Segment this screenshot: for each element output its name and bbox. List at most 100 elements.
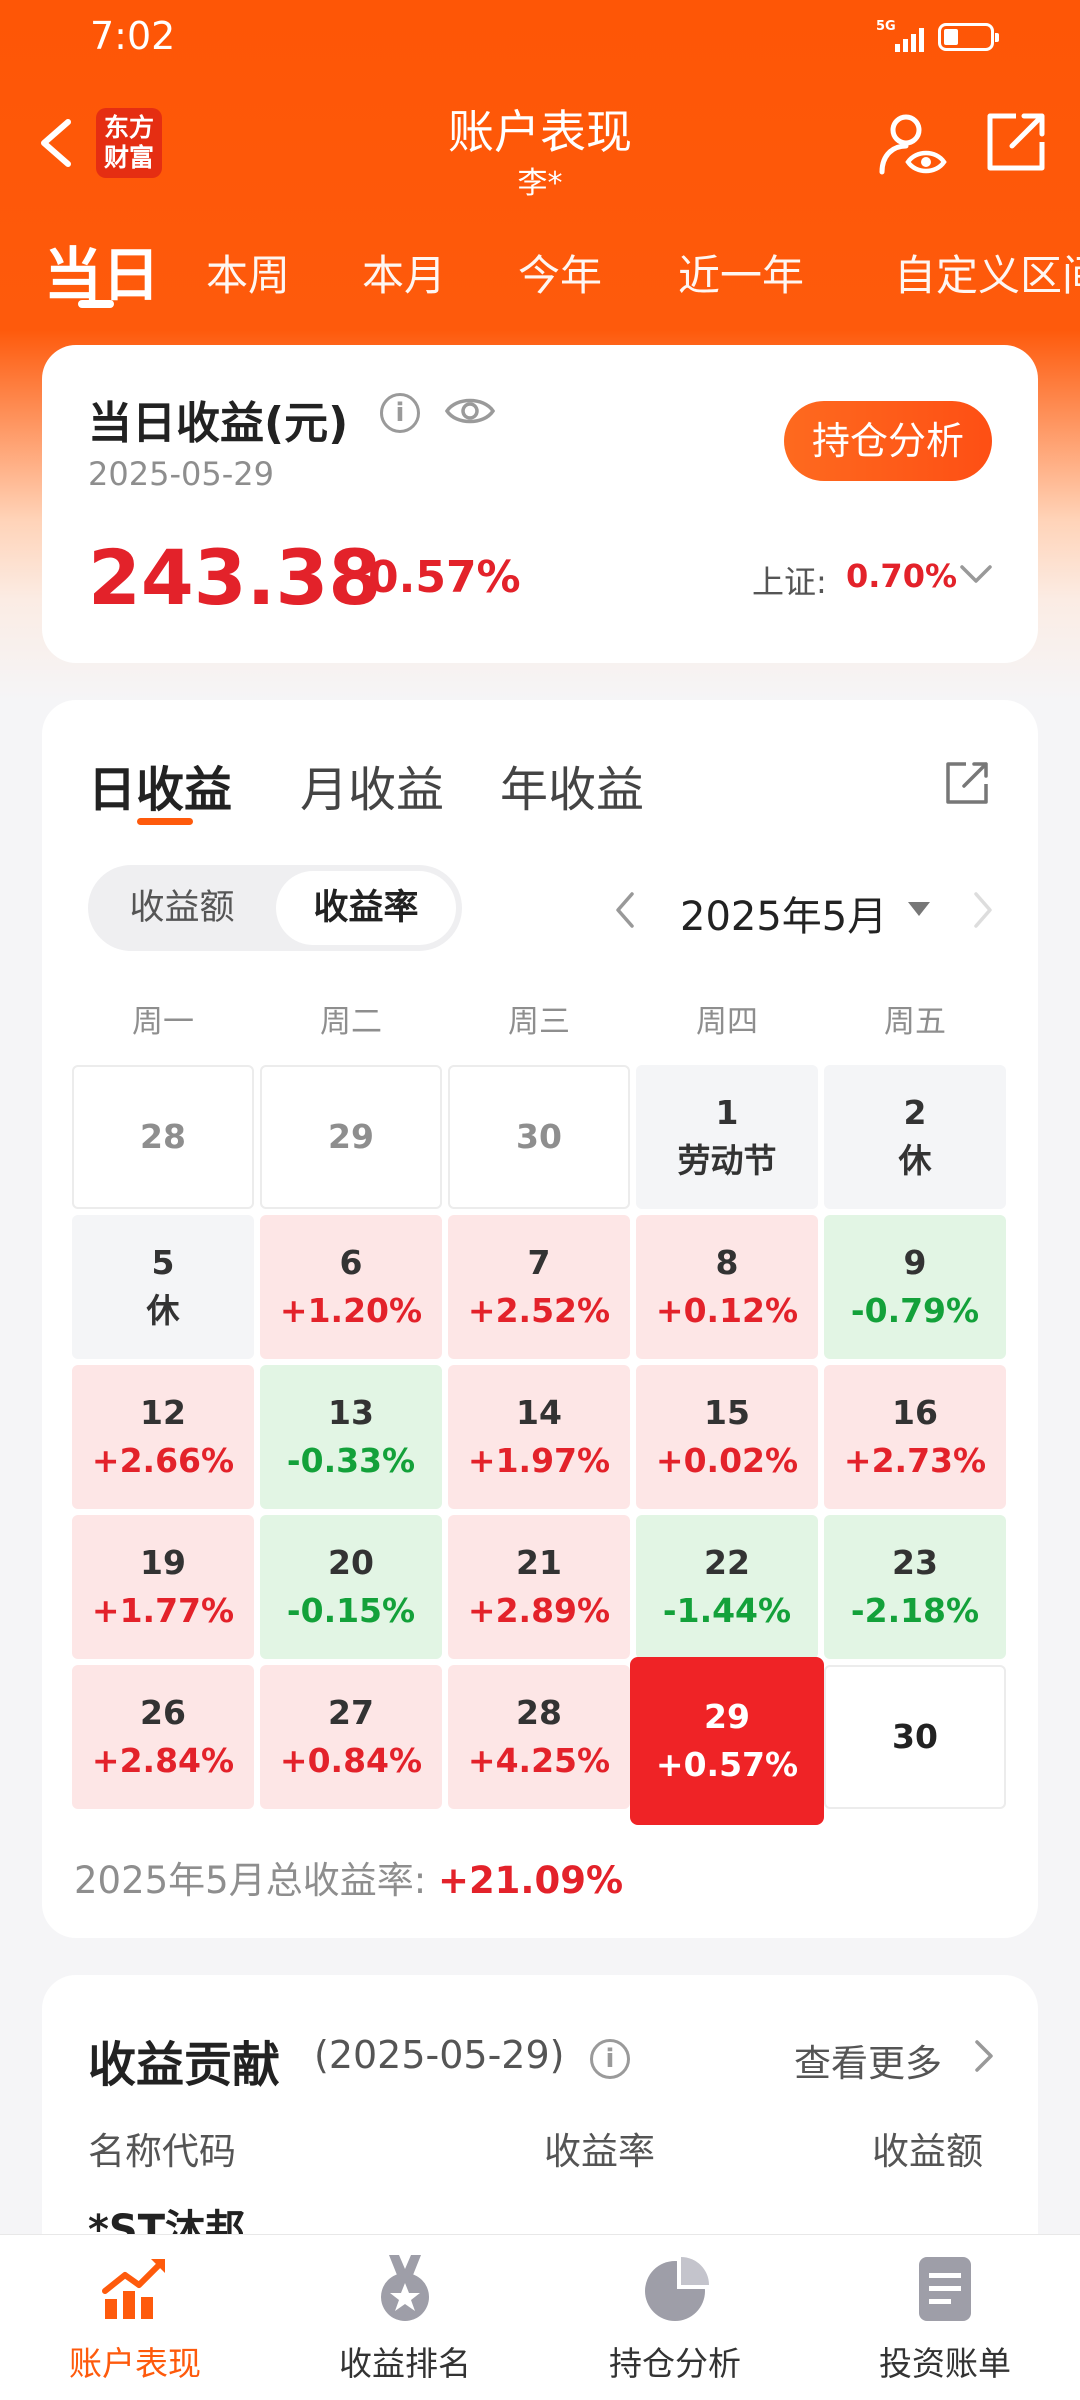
- user-privacy-icon[interactable]: [876, 108, 948, 180]
- calendar-day-cell[interactable]: 7 +2.52%: [448, 1215, 630, 1359]
- calendar-day-cell[interactable]: 14 +1.97%: [448, 1365, 630, 1509]
- calendar-day-cell[interactable]: 16 +2.73%: [824, 1365, 1006, 1509]
- daily-return-rate: -2.18%: [850, 1591, 980, 1630]
- toggle-rate[interactable]: 收益率: [276, 871, 456, 945]
- daily-return-rate: +2.73%: [843, 1441, 987, 1480]
- tab-this-week[interactable]: 本周: [206, 251, 291, 300]
- info-icon[interactable]: i: [590, 2039, 630, 2079]
- nav-label: 账户表现: [69, 2344, 201, 2383]
- day-number: 5: [151, 1243, 175, 1282]
- daily-summary-card: 当日收益(元) i 2025-05-29 243.38 0.57% 持仓分析 上…: [42, 345, 1038, 663]
- chevron-right-icon[interactable]: [968, 888, 998, 932]
- calendar-day-cell[interactable]: 19 +1.77%: [72, 1515, 254, 1659]
- contribution-title: 收益贡献: [88, 2037, 281, 2093]
- daily-profit: 243.38: [88, 533, 382, 622]
- day-number: 23: [892, 1543, 938, 1582]
- daily-return-rate: +0.57%: [655, 1745, 799, 1784]
- tab-monthly-return[interactable]: 月收益: [300, 762, 445, 818]
- calendar-day-cell[interactable]: 28 +4.25%: [448, 1665, 630, 1809]
- daily-profit-pct: 0.57%: [368, 552, 521, 603]
- calendar-day-cell[interactable]: 6 +1.20%: [260, 1215, 442, 1359]
- calendar-day-cell[interactable]: 13 -0.33%: [260, 1365, 442, 1509]
- tab-this-year[interactable]: 今年: [518, 251, 603, 300]
- day-number: 7: [527, 1243, 551, 1282]
- day-number: 29: [328, 1117, 374, 1156]
- weekday-header: 周二: [320, 1004, 382, 1040]
- calendar-day-cell[interactable]: 26 +2.84%: [72, 1665, 254, 1809]
- calendar-day-cell[interactable]: 21 +2.89%: [448, 1515, 630, 1659]
- tab-last-year[interactable]: 近一年: [678, 251, 805, 300]
- daily-return-rate: +4.25%: [467, 1741, 611, 1780]
- nav-label: 投资账单: [879, 2344, 1011, 2383]
- daily-return-rate: +1.77%: [91, 1591, 235, 1630]
- daily-return-rate: +1.97%: [467, 1441, 611, 1480]
- nav-account-performance[interactable]: 账户表现: [0, 2253, 270, 2385]
- calendar-day-cell[interactable]: 8 +0.12%: [636, 1215, 818, 1359]
- view-more-link[interactable]: 查看更多: [794, 2042, 942, 2085]
- daily-return-rate: -0.79%: [850, 1291, 980, 1330]
- column-name-code: 名称代码: [88, 2130, 236, 2173]
- nav-label: 持仓分析: [609, 2344, 741, 2383]
- app-logo: 东方 财富: [96, 108, 162, 178]
- day-number: 9: [903, 1243, 927, 1282]
- day-number: 22: [704, 1543, 750, 1582]
- tab-this-month[interactable]: 本月: [362, 251, 447, 300]
- holding-analysis-button[interactable]: 持仓分析: [784, 401, 992, 481]
- day-number: 2: [903, 1093, 927, 1132]
- calendar-day-cell[interactable]: 1 劳动节: [636, 1065, 818, 1209]
- month-selector[interactable]: 2025年5月: [680, 894, 888, 940]
- day-number: 21: [516, 1543, 562, 1582]
- calendar-day-cell[interactable]: 29: [260, 1065, 442, 1209]
- chevron-left-icon[interactable]: [610, 888, 640, 932]
- daily-return-rate: +1.20%: [279, 1291, 423, 1330]
- toggle-amount[interactable]: 收益额: [129, 888, 235, 928]
- chevron-down-icon[interactable]: [958, 559, 994, 589]
- tab-daily-return[interactable]: 日收益: [88, 762, 233, 818]
- day-number: 30: [892, 1717, 938, 1756]
- period-tabs: 当日 本周 本月 今年 近一年 自定义区间: [0, 228, 1080, 318]
- caret-down-icon[interactable]: [906, 900, 932, 918]
- info-icon[interactable]: i: [380, 393, 420, 433]
- nav-investment-bill[interactable]: 投资账单: [810, 2253, 1080, 2385]
- day-number: 30: [516, 1117, 562, 1156]
- share-icon[interactable]: [942, 758, 992, 808]
- calendar-day-cell[interactable]: 23 -2.18%: [824, 1515, 1006, 1659]
- report-tab-indicator: [137, 818, 193, 825]
- month-total-return: 2025年5月总收益率: +21.09%: [74, 1859, 624, 1902]
- calendar-day-cell[interactable]: 22 -1.44%: [636, 1515, 818, 1659]
- daily-return-rate: +2.52%: [467, 1291, 611, 1330]
- page-title: 账户表现: [448, 105, 632, 159]
- calendar-day-cell[interactable]: 30: [824, 1665, 1006, 1809]
- summary-date: 2025-05-29: [88, 455, 274, 493]
- nav-return-ranking[interactable]: 收益排名: [270, 2253, 540, 2385]
- calendar-day-cell[interactable]: 20 -0.15%: [260, 1515, 442, 1659]
- share-icon[interactable]: [982, 108, 1050, 176]
- back-arrow-icon[interactable]: [32, 108, 82, 178]
- tab-today[interactable]: 当日: [44, 241, 161, 309]
- chevron-right-icon[interactable]: [972, 2037, 996, 2075]
- day-number: 13: [328, 1393, 374, 1432]
- day-number: 6: [339, 1243, 363, 1282]
- tab-custom-range[interactable]: 自定义区间: [894, 251, 1080, 300]
- calendar-day-cell[interactable]: 27 +0.84%: [260, 1665, 442, 1809]
- status-time: 7:02: [90, 14, 176, 58]
- calendar-day-cell[interactable]: 28: [72, 1065, 254, 1209]
- weekday-header: 周五: [884, 1004, 946, 1040]
- day-number: 26: [140, 1693, 186, 1732]
- column-return-rate: 收益率: [544, 2130, 655, 2173]
- return-calendar-card: 日收益 月收益 年收益 收益额 收益率 2025年5月 周一 周二 周三 周四 周五 2…: [42, 700, 1038, 1938]
- holiday-label: 休: [898, 1141, 932, 1180]
- daily-return-rate: +2.89%: [467, 1591, 611, 1630]
- calendar-day-cell[interactable]: 30: [448, 1065, 630, 1209]
- calendar-day-cell[interactable]: 12 +2.66%: [72, 1365, 254, 1509]
- eye-icon[interactable]: [444, 393, 496, 429]
- tab-yearly-return[interactable]: 年收益: [500, 762, 645, 818]
- calendar-day-cell[interactable]: 9 -0.79%: [824, 1215, 1006, 1359]
- nav-label: 收益排名: [339, 2344, 471, 2383]
- holiday-label: 劳动节: [677, 1141, 777, 1180]
- nav-holding-analysis[interactable]: 持仓分析: [540, 2253, 810, 2385]
- calendar-day-cell[interactable]: 29 +0.57%: [630, 1657, 824, 1825]
- calendar-day-cell[interactable]: 15 +0.02%: [636, 1365, 818, 1509]
